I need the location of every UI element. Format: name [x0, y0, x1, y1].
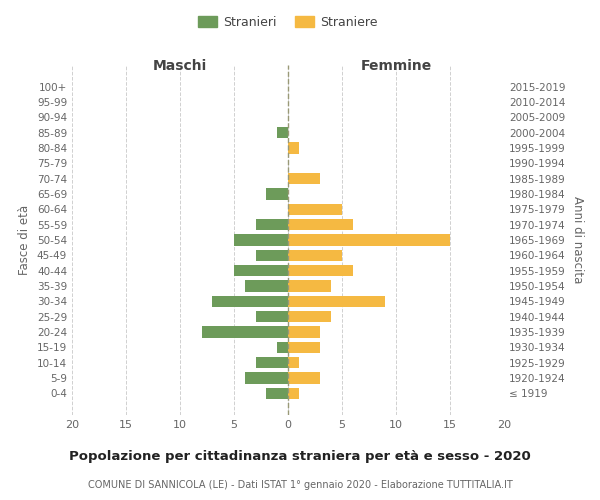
- Bar: [234, 234, 288, 246]
- Text: Popolazione per cittadinanza straniera per età e sesso - 2020: Popolazione per cittadinanza straniera p…: [69, 450, 531, 463]
- Bar: [277, 342, 288, 353]
- Bar: [266, 388, 288, 399]
- Bar: [256, 250, 288, 261]
- Bar: [288, 173, 320, 184]
- Bar: [245, 280, 288, 292]
- Bar: [234, 265, 288, 276]
- Bar: [277, 127, 288, 138]
- Bar: [288, 280, 331, 292]
- Bar: [266, 188, 288, 200]
- Text: Maschi: Maschi: [153, 59, 207, 73]
- Y-axis label: Fasce di età: Fasce di età: [19, 205, 31, 275]
- Bar: [288, 234, 450, 246]
- Text: Femmine: Femmine: [361, 59, 431, 73]
- Bar: [202, 326, 288, 338]
- Bar: [245, 372, 288, 384]
- Bar: [288, 342, 320, 353]
- Bar: [288, 388, 299, 399]
- Bar: [288, 219, 353, 230]
- Bar: [288, 142, 299, 154]
- Bar: [288, 357, 299, 368]
- Text: COMUNE DI SANNICOLA (LE) - Dati ISTAT 1° gennaio 2020 - Elaborazione TUTTITALIA.: COMUNE DI SANNICOLA (LE) - Dati ISTAT 1°…: [88, 480, 512, 490]
- Y-axis label: Anni di nascita: Anni di nascita: [571, 196, 584, 284]
- Bar: [288, 326, 320, 338]
- Bar: [256, 219, 288, 230]
- Bar: [288, 372, 320, 384]
- Bar: [212, 296, 288, 307]
- Bar: [256, 311, 288, 322]
- Bar: [288, 265, 353, 276]
- Bar: [256, 357, 288, 368]
- Legend: Stranieri, Straniere: Stranieri, Straniere: [194, 12, 382, 32]
- Bar: [288, 311, 331, 322]
- Bar: [288, 204, 342, 215]
- Bar: [288, 296, 385, 307]
- Bar: [288, 250, 342, 261]
